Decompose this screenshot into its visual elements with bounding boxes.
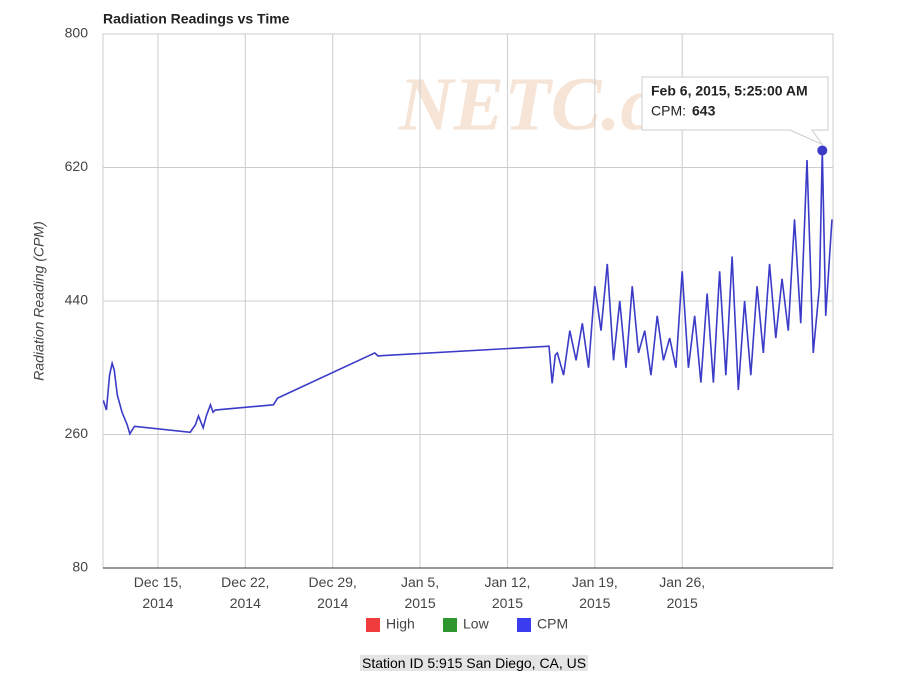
legend-swatch xyxy=(517,618,531,632)
y-tick-label: 800 xyxy=(65,25,89,41)
tooltip-label: CPM: xyxy=(651,103,686,119)
x-tick-label: Jan 19, 2015 xyxy=(571,574,618,611)
tooltip-box xyxy=(641,76,829,146)
highlight-point xyxy=(817,145,828,156)
tooltip: Feb 6, 2015, 5:25:00 AM CPM: 643 xyxy=(641,76,829,146)
x-tick-label: Dec 29, 2014 xyxy=(308,574,357,611)
legend-swatch xyxy=(443,618,457,632)
legend-label: CPM xyxy=(537,616,568,632)
tooltip-value: 643 xyxy=(692,103,716,119)
chart-title: Radiation Readings vs Time xyxy=(103,11,290,27)
y-axis-title: Radiation Reading (CPM) xyxy=(31,221,47,381)
y-tick-label: 440 xyxy=(65,292,89,308)
x-tick-label: Dec 22, 2014 xyxy=(221,574,270,611)
legend-label: Low xyxy=(463,616,490,632)
legend-label: High xyxy=(386,616,415,632)
x-tick-label: Jan 5, 2015 xyxy=(400,574,440,611)
y-tick-label: 620 xyxy=(65,158,89,174)
y-tick-label: 80 xyxy=(72,559,88,575)
legend-swatch xyxy=(366,618,380,632)
x-tick-label: Jan 12, 2015 xyxy=(484,574,531,611)
line-series xyxy=(102,150,833,436)
y-tick-label: 260 xyxy=(65,425,89,441)
x-tick-label: Dec 15, 2014 xyxy=(133,574,183,611)
footer: Station ID 5:915 San Diego, CA, US xyxy=(360,655,589,671)
x-tick-label: Jan 26, 2015 xyxy=(659,574,706,611)
tooltip-title: Feb 6, 2015, 5:25:00 AM xyxy=(651,83,808,99)
